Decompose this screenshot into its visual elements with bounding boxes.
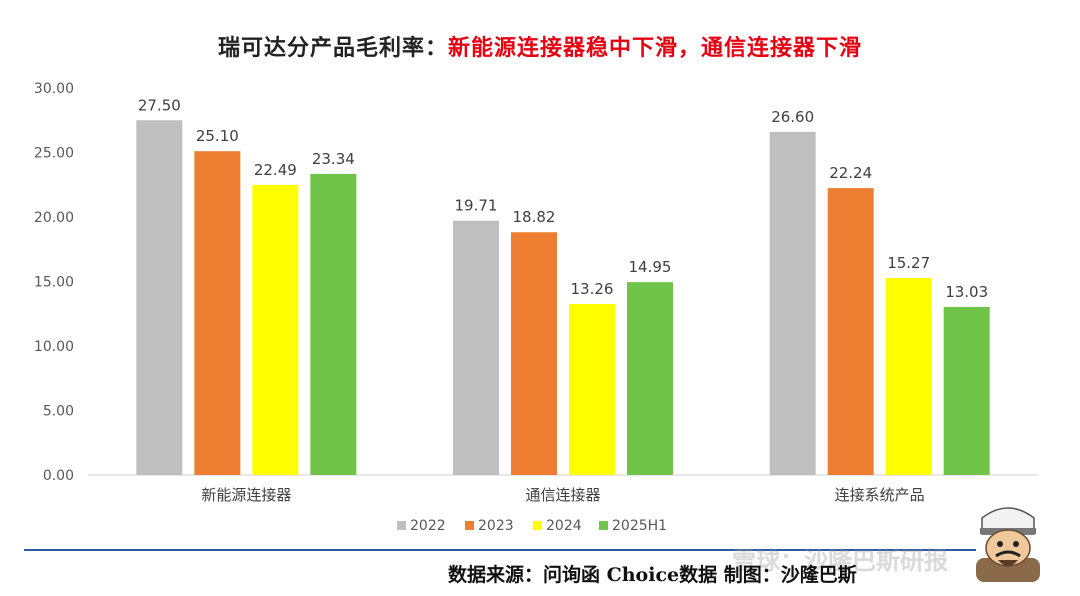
- y-tick-label: 25.00: [34, 146, 74, 162]
- bar-2022: [453, 220, 499, 475]
- bar-2022: [136, 120, 183, 475]
- legend-swatch-2023: [465, 521, 474, 530]
- category-label: 通信连接器: [525, 486, 600, 504]
- mascot-logo-icon: [976, 507, 1040, 582]
- data-label: 18.82: [513, 208, 556, 226]
- source-note: 数据来源：问询函 Choice数据 制图：沙隆巴斯: [448, 564, 857, 586]
- y-tick-label: 5.00: [43, 404, 74, 420]
- data-label: 14.95: [629, 258, 672, 276]
- bar-2025H1: [943, 306, 990, 475]
- data-label: 13.03: [945, 283, 988, 301]
- legend-label: 2025H1: [612, 518, 667, 534]
- data-label: 15.27: [887, 254, 930, 272]
- legend-label: 2022: [410, 518, 446, 534]
- bar-2023: [194, 151, 241, 475]
- y-tick-label: 20.00: [34, 210, 74, 226]
- data-label: 27.50: [138, 96, 181, 114]
- data-label: 26.60: [771, 108, 814, 126]
- bar-2024: [252, 184, 299, 475]
- data-label: 22.49: [254, 161, 297, 179]
- y-tick-label: 10.00: [34, 339, 74, 355]
- legend-label: 2024: [546, 518, 582, 534]
- legend-swatch-2024: [533, 521, 542, 530]
- legend-swatch-2025H1: [599, 521, 608, 530]
- bar-2023: [827, 188, 874, 475]
- bar-2025H1: [627, 282, 673, 475]
- bar-chart: 0.00 5.00 10.00 15.00 20.00 25.00 30.00 27.50 25…: [34, 81, 1038, 534]
- bar-2024: [569, 303, 615, 475]
- legend-label: 2023: [478, 518, 514, 534]
- y-tick-label: 30.00: [34, 81, 74, 97]
- data-label: 23.34: [312, 150, 355, 168]
- bar-2022: [769, 131, 816, 476]
- legend-swatch-2022: [397, 521, 406, 530]
- category-label: 连接系统产品: [835, 486, 925, 504]
- chart-title-main: 瑞可达分产品毛利率：: [217, 35, 448, 61]
- bar-2024: [885, 278, 932, 475]
- category-label: 新能源连接器: [201, 486, 291, 504]
- y-tick-label: 15.00: [34, 275, 74, 291]
- data-label: 13.26: [571, 280, 614, 298]
- data-label: 19.71: [455, 197, 498, 215]
- chart-title-highlight: 新能源连接器稳中下滑，通信连接器下滑: [448, 35, 863, 61]
- separator-line: [24, 549, 976, 551]
- chart-title: 瑞可达分产品毛利率：新能源连接器稳中下滑，通信连接器下滑: [0, 30, 1080, 62]
- data-label: 25.10: [196, 127, 239, 145]
- watermark: 雪球：沙隆巴斯研报: [732, 547, 948, 575]
- data-label: 22.24: [829, 164, 872, 182]
- bar-2025H1: [310, 173, 357, 475]
- bar-2023: [511, 232, 557, 475]
- y-tick-label: 0.00: [43, 468, 74, 484]
